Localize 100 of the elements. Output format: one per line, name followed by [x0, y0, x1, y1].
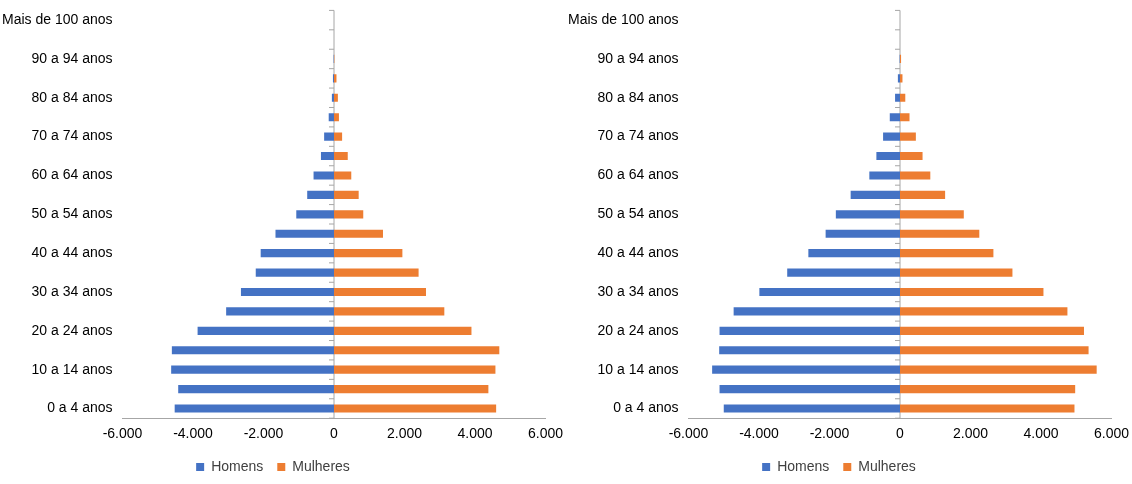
y-tick-label: 20 a 24 anos [597, 321, 679, 338]
bar [900, 384, 1076, 394]
bar [171, 365, 334, 374]
x-tick-label: -6.000 [668, 425, 709, 442]
x-tick-label: 4.000 [1023, 425, 1059, 442]
bar [334, 404, 497, 413]
bar [334, 93, 338, 102]
bar [900, 287, 1044, 297]
bar [334, 365, 496, 374]
bar [900, 132, 916, 141]
x-tick-label: -2.000 [243, 425, 284, 442]
bar [334, 287, 426, 297]
bar [260, 249, 334, 258]
bar [900, 93, 906, 102]
y-tick-label: 10 a 14 anos [597, 360, 679, 377]
y-tick-label: Mais de 100 anos [567, 10, 679, 27]
y-tick-label: 10 a 14 anos [31, 360, 113, 377]
bar [174, 404, 334, 413]
bar [334, 113, 339, 122]
x-tick-label: -2.000 [809, 425, 850, 442]
y-tick-label: 40 a 44 anos [31, 244, 113, 260]
y-tick-label: 30 a 34 anos [31, 282, 113, 299]
bar [787, 268, 900, 277]
y-tick-label: 0 a 4 anos [613, 399, 679, 416]
bar [900, 365, 1097, 374]
x-tick-label: 4.000 [457, 425, 493, 442]
y-tick-label: 80 a 84 anos [597, 88, 679, 105]
bar [808, 249, 900, 258]
bar [719, 346, 900, 355]
bar [255, 268, 334, 277]
legend-label: Homens [777, 457, 830, 474]
y-tick-label: 80 a 84 anos [31, 88, 113, 105]
bar [733, 307, 900, 316]
bar [334, 132, 343, 141]
bar [900, 326, 1084, 335]
x-tick-label: 0 [896, 425, 905, 442]
y-tick-label: 90 a 94 anos [597, 49, 679, 66]
bar [723, 404, 900, 413]
bar [178, 384, 334, 394]
bar [334, 346, 500, 355]
bar [331, 93, 334, 102]
bar [900, 113, 910, 122]
bar [883, 132, 900, 141]
bar [900, 210, 964, 219]
bar [324, 132, 334, 141]
bar [900, 171, 931, 180]
y-tick-label: 20 a 24 anos [31, 321, 113, 338]
bar [328, 113, 334, 122]
bar [320, 151, 334, 161]
y-tick-label: 50 a 54 anos [597, 205, 679, 222]
bar [876, 151, 900, 161]
bar [900, 268, 1013, 277]
legend-label: Mulheres [858, 457, 916, 474]
bar [226, 307, 334, 316]
bar [900, 307, 1068, 316]
y-tick-label: 40 a 44 anos [597, 244, 679, 260]
bar [889, 113, 900, 122]
x-tick-label: 6.000 [527, 425, 564, 442]
bar [334, 268, 419, 277]
bar [275, 229, 334, 238]
y-tick-label: 70 a 74 anos [31, 127, 113, 144]
bar [334, 171, 352, 180]
y-tick-label: Mais de 100 anos [1, 10, 113, 27]
bar [334, 326, 472, 335]
x-tick-label: 0 [330, 425, 339, 442]
y-tick-label: 50 a 54 anos [31, 205, 113, 222]
bar [900, 346, 1089, 355]
bar [240, 287, 334, 297]
bar [900, 190, 946, 199]
y-tick-label: 60 a 64 anos [31, 166, 113, 183]
y-tick-label: 0 a 4 anos [47, 399, 113, 416]
bar [171, 346, 334, 355]
x-tick-label: -4.000 [739, 425, 780, 442]
bar [759, 287, 900, 297]
bar [825, 229, 900, 238]
y-tick-label: 70 a 74 anos [597, 127, 679, 144]
bar [296, 210, 334, 219]
y-tick-label: 90 a 94 anos [31, 49, 113, 66]
bar [900, 229, 980, 238]
bar [307, 190, 334, 199]
x-tick-label: -6.000 [102, 425, 143, 442]
x-tick-label: -4.000 [173, 425, 214, 442]
bar [900, 151, 923, 161]
bar [900, 404, 1075, 413]
y-tick-label: 60 a 64 anos [597, 166, 679, 183]
bar [334, 249, 403, 258]
bar [835, 210, 900, 219]
bar [313, 171, 334, 180]
legend-label: Mulheres [292, 457, 350, 474]
bar [334, 384, 489, 394]
bar [334, 190, 359, 199]
bar [334, 210, 364, 219]
bar [719, 384, 900, 394]
x-tick-label: 6.000 [1093, 425, 1130, 442]
legend-label: Homens [211, 457, 264, 474]
bar [334, 229, 383, 238]
bar [900, 249, 994, 258]
bar [197, 326, 334, 335]
x-tick-label: 2.000 [952, 425, 989, 442]
y-tick-label: 30 a 34 anos [597, 282, 679, 299]
